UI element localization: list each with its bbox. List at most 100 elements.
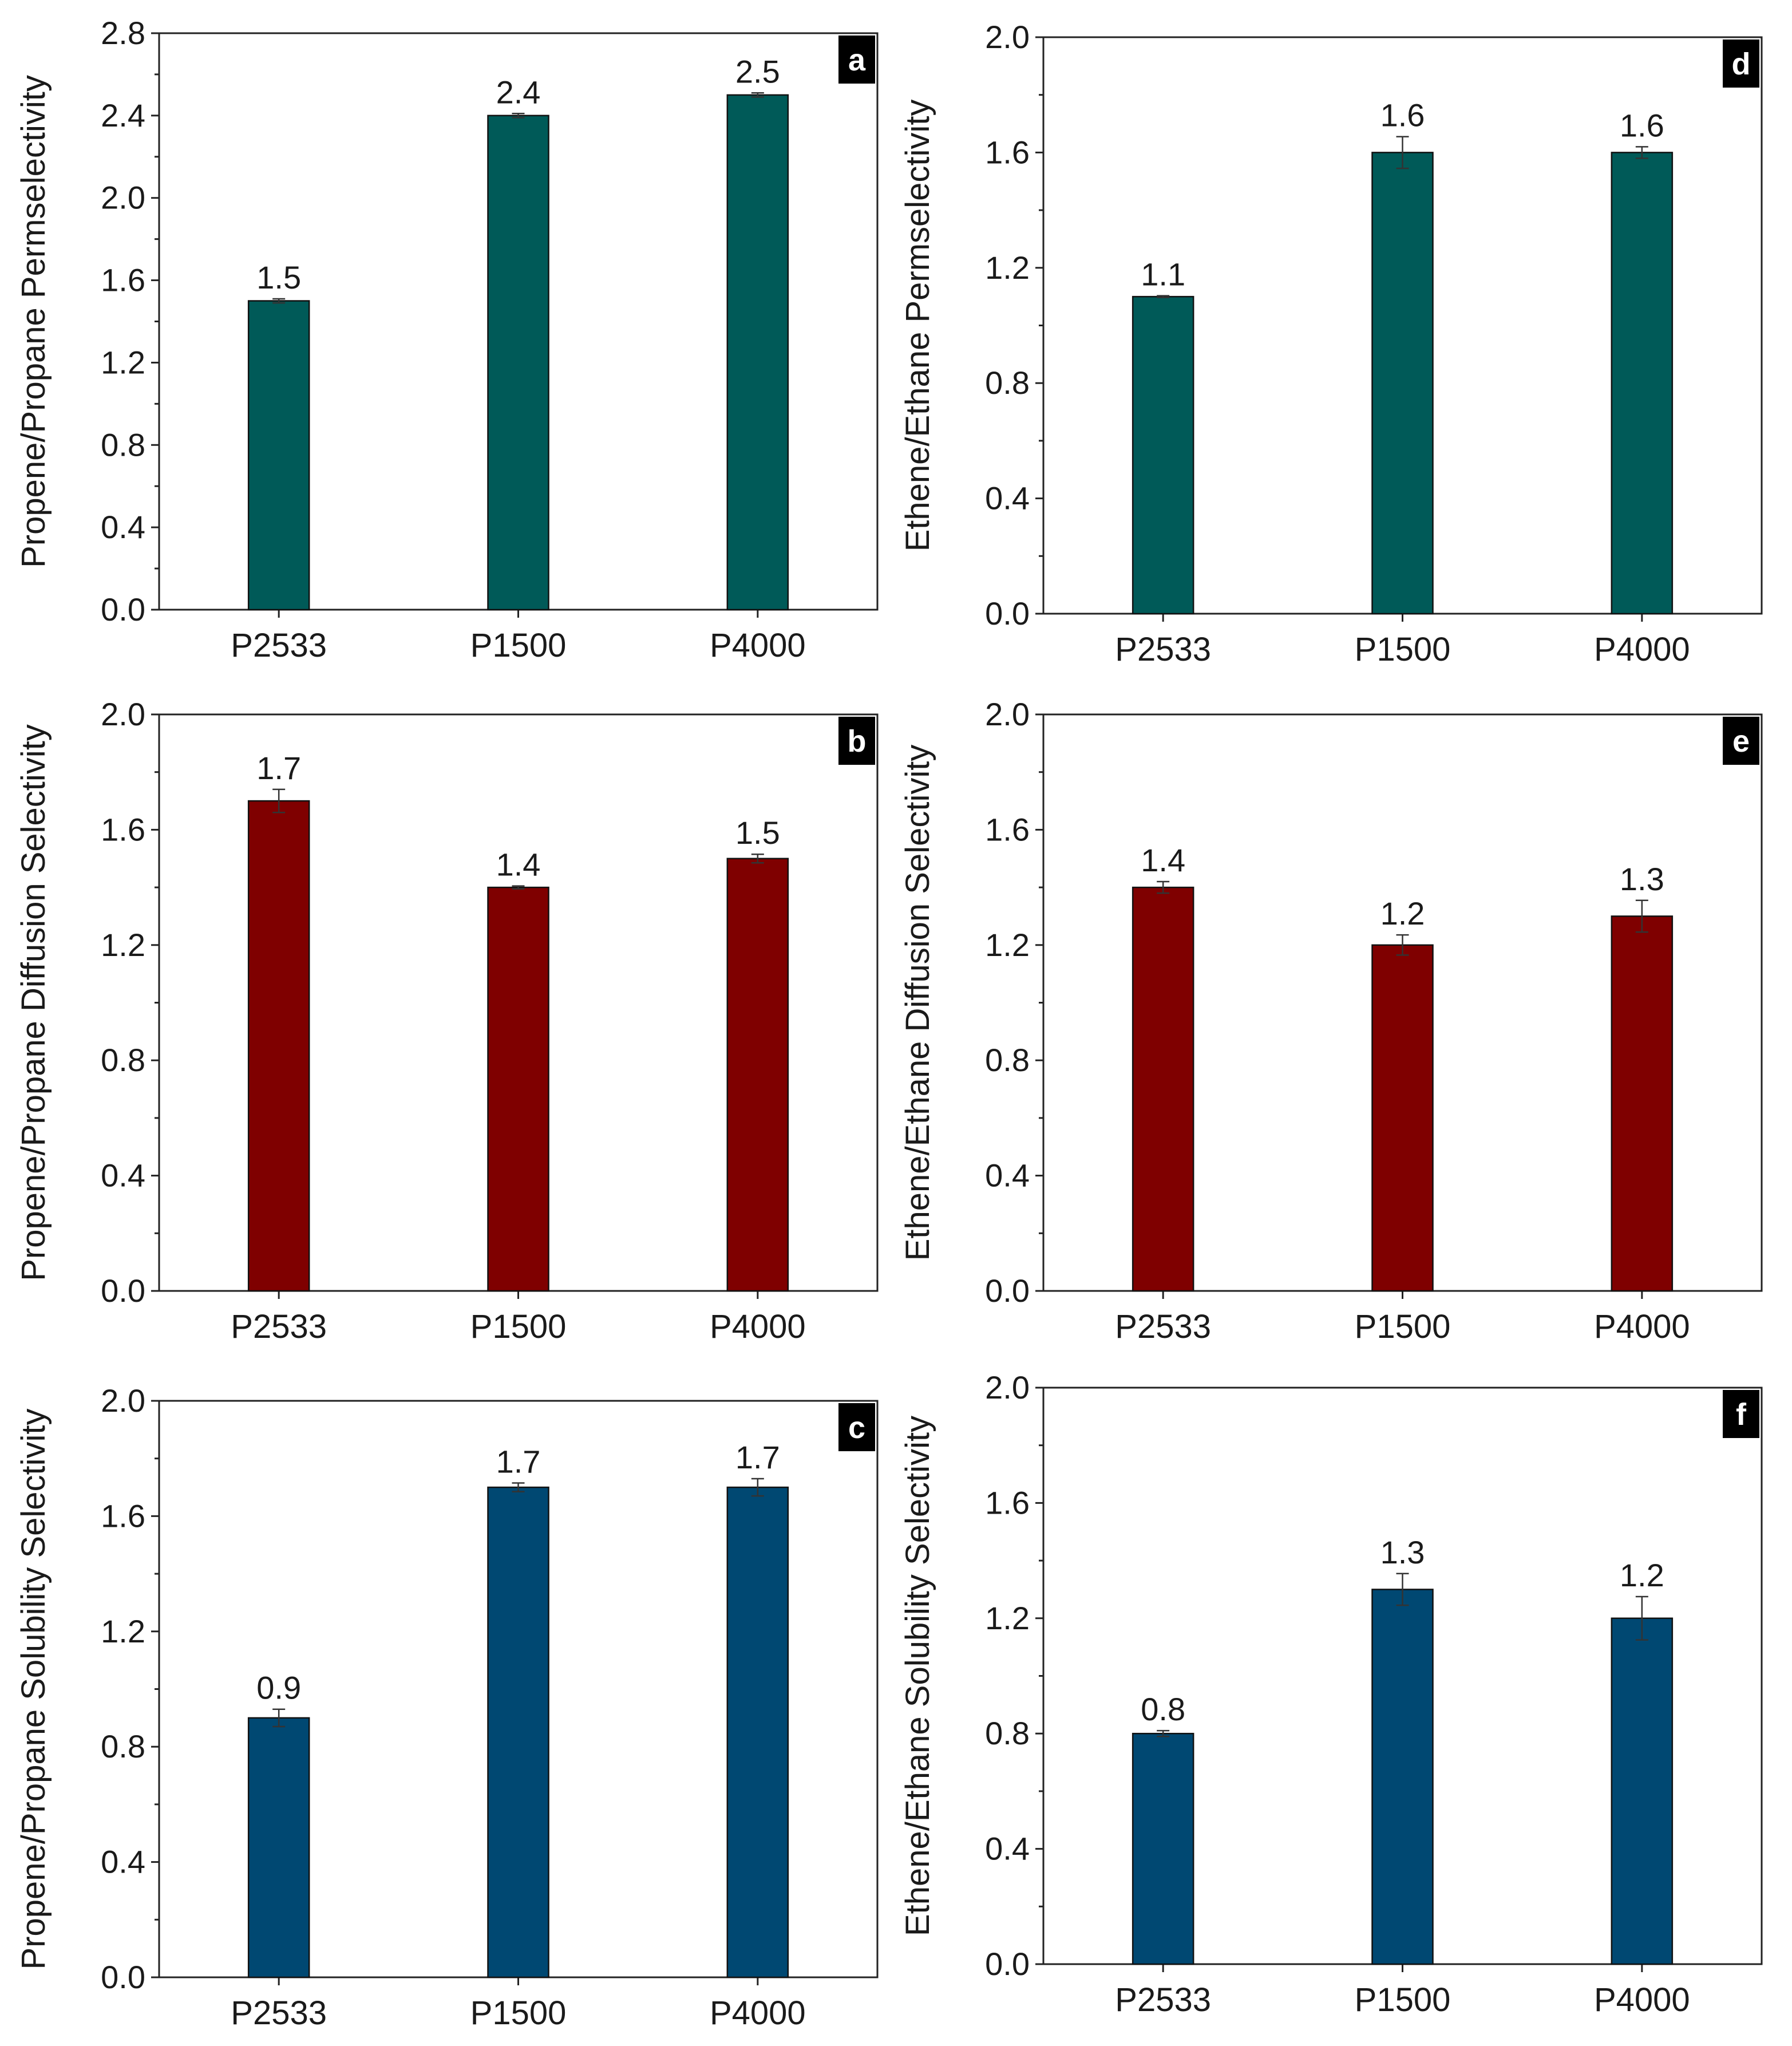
x-tick-label: P4000 [710,1994,806,2032]
y-tick-label: 0.8 [101,1728,145,1764]
y-tick-label: 1.2 [985,250,1030,286]
bar-p2533 [1132,1732,1194,1965]
panel-letter: f [1736,1397,1747,1432]
panel-badge [1723,40,1759,88]
bar-p2533 [247,1717,310,1978]
y-tick-label: 0.4 [101,1844,145,1880]
bar-p4000 [1611,1617,1674,1965]
chart-panel-a: 0.0 0.4 0.8 1.2 1.6 2.0 2.4 2.8 P2533 P1500 P4000 1… [15,15,879,664]
y-tick-label: 2.8 [101,15,145,51]
y-tick-label: 0.0 [101,1273,145,1309]
bar-p2533 [1132,295,1194,615]
y-tick-label: 0.8 [985,365,1030,401]
x-tick-label: P2533 [1115,631,1211,668]
y-tick-label: 2.0 [985,19,1030,55]
y-tick-label: 1.6 [101,262,145,298]
panel-badge [1723,1390,1759,1438]
panel-letter: c [848,1411,865,1445]
x-tick-label: P1500 [470,1308,567,1345]
y-tick-label: 0.8 [101,1042,145,1078]
panel-badge [838,1403,875,1451]
x-tick-label: P2533 [1115,1308,1211,1345]
x-tick-label: P4000 [1594,631,1690,668]
y-tick-label: 1.2 [985,1600,1030,1636]
value-label: 1.7 [735,1439,780,1475]
bar-p1500 [1371,944,1434,1292]
chart-panel-e: 0.0 0.4 0.8 1.2 1.6 2.0 P2533 P1500 P4000 1.4 1.2 1… [899,696,1763,1345]
x-tick-label: P2533 [231,1308,327,1345]
y-tick-label: 2.4 [101,97,145,133]
bar-p4000 [726,94,789,611]
x-tick-label: P4000 [1594,1308,1690,1345]
value-label: 1.2 [1620,1557,1664,1593]
y-tick-label: 0.8 [985,1042,1030,1078]
x-tick-label: P1500 [470,1994,567,2032]
y-tick-label: 1.2 [101,927,145,963]
value-label: 0.8 [1141,1691,1185,1727]
panel-letter: d [1732,47,1751,81]
y-tick-label: 2.0 [101,1383,145,1419]
bar-p4000 [726,858,789,1292]
bar-p1500 [487,886,549,1292]
value-label: 1.1 [1141,256,1185,293]
value-label: 1.4 [496,847,541,883]
y-tick-label: 0.4 [985,1831,1030,1867]
bar-p2533 [247,300,310,611]
chart-panel-f: 0.0 0.4 0.8 1.2 1.6 2.0 P2533 P1500 P4000 0.8 1.3 1… [899,1369,1763,2019]
y-tick-label: 2.0 [101,696,145,732]
y-tick-label: 1.6 [101,1498,145,1534]
y-tick-label: 0.0 [985,1946,1030,1982]
y-tick-label: 0.0 [101,1959,145,1995]
bar-p1500 [487,1486,549,1978]
value-label: 1.5 [256,259,301,295]
y-tick-label: 0.4 [101,1158,145,1194]
bar-p1500 [1371,152,1434,615]
chart-panel-c: 0.0 0.4 0.8 1.2 1.6 2.0 P2533 P1500 P4000 0.9 1.7 1… [15,1383,879,2032]
value-label: 1.3 [1380,1534,1425,1570]
y-tick-label: 1.6 [101,811,145,847]
value-label: 1.4 [1141,842,1185,878]
y-tick-label: 0.4 [985,1158,1030,1194]
y-tick-label: 2.0 [101,180,145,216]
y-tick-label: 2.0 [985,696,1030,732]
y-axis-title: Ethene/Ethane Solubility Selectivity [899,1416,936,1936]
y-tick-label: 1.6 [985,811,1030,847]
panel-badge [1723,717,1759,765]
y-tick-label: 1.2 [101,344,145,380]
panel-badge [838,35,875,84]
x-tick-label: P4000 [710,1308,806,1345]
x-tick-label: P4000 [1594,1981,1690,2019]
x-tick-label: P4000 [710,627,806,664]
y-tick-label: 0.4 [985,480,1030,516]
x-tick-label: P1500 [1355,1981,1451,2019]
value-label: 1.5 [735,815,780,851]
value-label: 1.6 [1380,97,1425,133]
y-axis-title: Propene/Propane Solubility Selectivity [15,1408,52,1969]
value-label: 1.6 [1620,107,1664,143]
x-tick-label: P1500 [1355,1308,1451,1345]
y-axis-title: Ethene/Ethane Permselectivity [899,100,936,552]
panel-badge [838,717,875,765]
y-tick-label: 1.2 [101,1613,145,1649]
x-tick-label: P1500 [470,627,567,664]
bar-p4000 [1611,152,1674,615]
x-tick-label: P2533 [231,1994,327,2032]
value-label: 1.2 [1380,895,1425,931]
y-tick-label: 0.8 [101,426,145,463]
y-tick-label: 0.0 [985,595,1030,631]
bar-p2533 [247,800,310,1292]
y-tick-label: 1.6 [985,134,1030,170]
y-tick-label: 0.8 [985,1715,1030,1751]
value-label: 0.9 [256,1670,301,1706]
y-tick-label: 1.2 [985,927,1030,963]
value-label: 1.7 [256,750,301,786]
y-axis-title: Propene/Propane Diffusion Selectivity [15,724,52,1281]
value-label: 1.3 [1620,861,1664,897]
x-tick-label: P1500 [1355,631,1451,668]
y-tick-label: 0.0 [101,591,145,627]
y-axis-title: Ethene/Ethane Diffusion Selectivity [899,745,936,1261]
bar-p1500 [487,114,549,611]
y-axis-title: Propene/Propane Permselectivity [15,75,52,568]
value-label: 2.4 [496,74,541,110]
